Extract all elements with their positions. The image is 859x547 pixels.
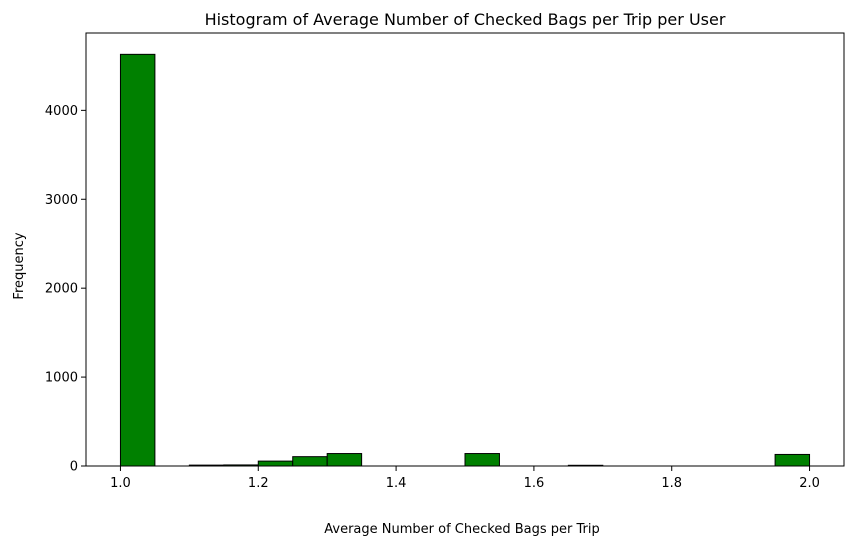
x-tick-label: 2.0 xyxy=(799,476,820,491)
y-tick-label: 0 xyxy=(70,460,78,475)
plot-frame xyxy=(85,32,845,467)
y-tick-label: 2000 xyxy=(45,282,78,297)
bars-layer xyxy=(119,53,811,467)
histogram-bar-5 xyxy=(292,456,328,467)
x-axis-ticks: 1.0 1.2 1.4 1.6 1.8 2.0 xyxy=(110,466,820,491)
histogram-bar-6 xyxy=(326,453,363,467)
x-tick-label: 1.8 xyxy=(661,476,682,491)
x-tick-label: 1.4 xyxy=(386,476,407,491)
x-tick-label: 1.0 xyxy=(110,476,131,491)
x-tick-label: 1.2 xyxy=(248,476,269,491)
histogram-bar-4 xyxy=(257,460,294,467)
y-axis-ticks: 0 1000 2000 3000 4000 xyxy=(45,104,86,475)
chart-title: Histogram of Average Number of Checked B… xyxy=(205,10,726,29)
y-tick-label: 1000 xyxy=(45,371,78,386)
y-axis-label: Frequency xyxy=(12,232,27,299)
histogram-bar-19 xyxy=(774,453,811,467)
x-tick-label: 1.6 xyxy=(524,476,545,491)
y-tick-label: 4000 xyxy=(45,104,78,119)
x-axis-label: Average Number of Checked Bags per Trip xyxy=(324,522,599,537)
y-tick-label: 3000 xyxy=(45,193,78,208)
histogram-bar-0 xyxy=(119,53,156,467)
histogram-bar-10 xyxy=(464,453,500,467)
